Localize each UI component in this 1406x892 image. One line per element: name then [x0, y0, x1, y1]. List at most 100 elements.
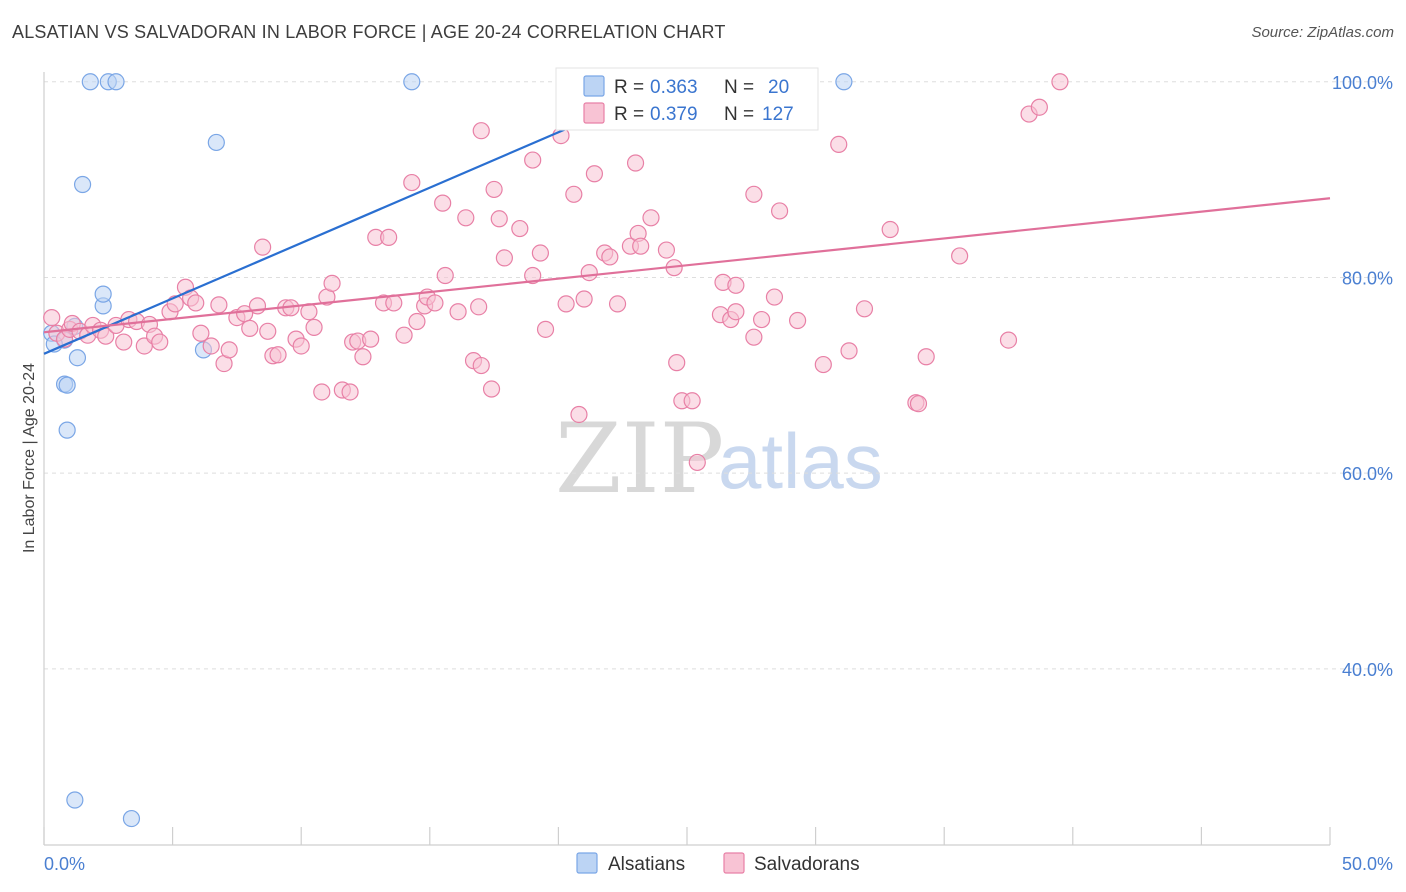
salvadorans-point-30	[241, 319, 259, 337]
salvadorans-point-50	[362, 330, 380, 348]
salvadorans-point-73	[524, 266, 542, 285]
salvadorans-point-123	[524, 151, 542, 169]
chart-title: ALSATIAN VS SALVADORAN IN LABOR FORCE | …	[12, 22, 726, 42]
salvadorans-point-101	[727, 276, 745, 294]
salvadorans-point-62	[436, 266, 454, 285]
salvadorans-point-75	[536, 320, 555, 338]
salvadorans-point-104	[745, 328, 763, 346]
salvadorans-point-41	[305, 318, 323, 336]
salvadorans-point-60	[426, 294, 444, 312]
alsatians-point-14	[207, 133, 225, 152]
alsatians-point-11	[66, 791, 84, 809]
salvadorans-r-value: 0.379	[650, 104, 698, 125]
salvadorans-point-103	[745, 185, 763, 203]
alsatians-point-18	[403, 73, 421, 91]
alsatians-point-19	[835, 73, 853, 91]
alsatians-point-10	[73, 175, 92, 194]
salvadorans-point-49	[354, 348, 372, 366]
salvadorans-point-124	[472, 122, 490, 140]
salvadorans-point-22	[187, 294, 205, 312]
salvadorans-point-81	[580, 263, 598, 282]
salvadorans-point-64	[457, 209, 475, 227]
salvadorans-point-118	[999, 331, 1018, 349]
alsatians-point-15	[81, 73, 99, 91]
watermark-atlas: atlas	[718, 417, 883, 505]
alsatians-r-label: R =	[614, 77, 644, 98]
alsatians-point-17	[107, 73, 125, 91]
x-ticks	[43, 827, 1331, 845]
salvadorans-point-46	[341, 383, 359, 401]
salvadorans-point-57	[408, 312, 426, 331]
y-tick-label-80: 80.0%	[1342, 268, 1393, 288]
salvadorans-point-68	[482, 380, 501, 398]
alsatians-n-value: 20	[768, 77, 789, 98]
y-axis-label: In Labor Force | Age 20-24	[21, 363, 38, 553]
salvadorans-point-33	[259, 322, 277, 340]
salvadorans-point-32	[254, 238, 272, 256]
salvadorans-n-value: 127	[762, 104, 794, 125]
alsatians-swatch	[583, 75, 605, 97]
salvadorans-point-23	[192, 324, 210, 342]
salvadorans-point-70	[490, 210, 508, 228]
salvadorans-point-79	[570, 405, 588, 424]
salvadorans-point-116	[917, 348, 935, 366]
salvadorans-point-27	[220, 341, 238, 359]
salvadorans-point-63	[449, 303, 467, 321]
salvadorans-point-87	[626, 154, 645, 172]
salvadorans-point-91	[657, 241, 676, 259]
salvadorans-trend-line	[43, 197, 1331, 334]
salvadorans-point-53	[380, 228, 398, 246]
salvadorans-point-102	[727, 303, 745, 321]
y-tick-label-60: 60.0%	[1342, 464, 1393, 484]
gridlines	[44, 81, 1393, 670]
salvadorans-point-82	[585, 165, 604, 183]
salvadorans-point-55	[395, 326, 413, 344]
salvadorans-point-66	[470, 298, 488, 316]
alsatians-point-6	[68, 349, 87, 367]
salvadorans-point-17	[151, 333, 169, 351]
salvadorans-point-117	[951, 247, 969, 265]
salvadorans-point-95	[683, 392, 701, 410]
x-tick-label-max: 50.0%	[1342, 854, 1393, 874]
salvadorans-point-111	[830, 135, 848, 154]
salvadorans-point-24	[202, 337, 220, 355]
x-tick-label-min: 0.0%	[44, 854, 85, 874]
alsatians-n-label: N =	[724, 77, 754, 98]
salvadorans-point-71	[495, 249, 513, 267]
legend-alsatians-swatch	[576, 852, 598, 874]
salvadorans-point-106	[765, 288, 784, 306]
salvadorans-point-105	[752, 310, 771, 329]
alsatians-point-8	[58, 376, 76, 394]
salvadorans-point-11	[115, 333, 133, 351]
alsatians-point-5	[94, 285, 112, 303]
salvadorans-point-25	[210, 296, 228, 314]
salvadorans-point-69	[485, 180, 503, 199]
salvadorans-point-110	[840, 342, 858, 360]
salvadorans-point-0	[43, 308, 61, 327]
salvadorans-point-113	[881, 220, 899, 239]
salvadorans-point-115	[909, 395, 928, 413]
salvadorans-point-42	[313, 383, 331, 401]
salvadorans-point-74	[531, 244, 549, 262]
salvadorans-swatch	[583, 102, 605, 124]
salvadorans-n-label: N =	[724, 104, 754, 125]
series-legend: Alsatians Salvadorans	[576, 852, 860, 875]
salvadorans-point-35	[269, 346, 287, 364]
salvadorans-point-96	[688, 453, 706, 472]
salvadorans-point-56	[403, 173, 421, 192]
salvadorans-point-121	[1051, 73, 1069, 91]
salvadorans-point-61	[434, 194, 452, 212]
salvadorans-point-89	[632, 237, 650, 255]
salvadorans-point-85	[608, 295, 627, 313]
alsatians-r-value: 0.363	[650, 77, 698, 98]
salvadorans-point-84	[601, 248, 619, 266]
y-tick-label-100: 100.0%	[1332, 73, 1393, 93]
salvadorans-point-90	[642, 209, 660, 227]
salvadorans-point-120	[1030, 98, 1048, 116]
y-tick-labels: 40.0% 60.0% 80.0% 100.0%	[1332, 73, 1393, 680]
salvadorans-point-107	[770, 202, 789, 220]
salvadorans-point-67	[472, 356, 490, 375]
alsatians-point-9	[58, 421, 76, 439]
legend-alsatians-label: Alsatians	[608, 854, 685, 875]
